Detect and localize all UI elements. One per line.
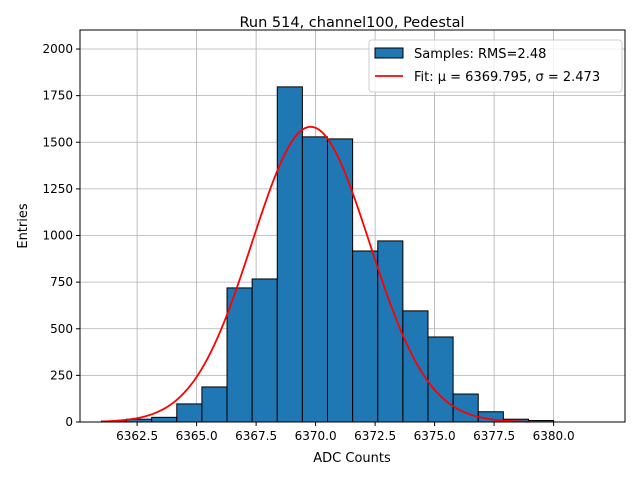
legend-swatch-samples xyxy=(374,47,404,59)
y-tick-label: 1000 xyxy=(42,229,73,243)
x-tick-label: 6365.0 xyxy=(176,429,218,443)
histogram-bar xyxy=(377,240,404,423)
histogram-bar xyxy=(276,86,303,423)
histogram-bar xyxy=(226,287,253,423)
y-tick-label: 1750 xyxy=(42,89,73,103)
x-tick-label: 6367.5 xyxy=(235,429,277,443)
fit-curve xyxy=(101,125,530,423)
histogram-bar xyxy=(402,310,429,423)
histogram-bar xyxy=(176,403,203,423)
x-tick-label: 6375.0 xyxy=(414,429,456,443)
histogram-bar xyxy=(427,336,454,423)
x-tick-label: 6372.5 xyxy=(354,429,396,443)
x-tick-label: 6362.5 xyxy=(116,429,158,443)
y-axis-label: Entries xyxy=(16,203,31,249)
legend: Samples: RMS=2.48 Fit: μ = 6369.795, σ =… xyxy=(368,39,623,93)
plot-frame xyxy=(79,29,626,423)
legend-label-samples: Samples: RMS=2.48 xyxy=(414,47,546,62)
x-tick-label: 6370.0 xyxy=(295,429,337,443)
y-tick-label: 750 xyxy=(50,275,73,289)
histogram-bar xyxy=(201,386,228,423)
histogram-bar xyxy=(151,416,178,423)
y-tick-label: 1500 xyxy=(42,135,73,149)
legend-label-fit: Fit: μ = 6369.795, σ = 2.473 xyxy=(414,70,600,85)
histogram-bar xyxy=(301,136,329,423)
y-tick-label: 2000 xyxy=(42,42,73,56)
y-tick-label: 250 xyxy=(50,368,73,382)
histogram-bar xyxy=(251,278,278,423)
x-tick-label: 6377.5 xyxy=(473,429,515,443)
y-tick-label: 0 xyxy=(65,415,73,429)
y-tick-label: 1250 xyxy=(42,182,73,196)
x-tick-label: 6380.0 xyxy=(533,429,575,443)
y-tick-label: 500 xyxy=(50,322,73,336)
chart-title: Run 514, channel100, Pedestal xyxy=(239,15,464,31)
x-axis-label: ADC Counts xyxy=(313,451,391,466)
histogram-bar xyxy=(352,250,379,423)
